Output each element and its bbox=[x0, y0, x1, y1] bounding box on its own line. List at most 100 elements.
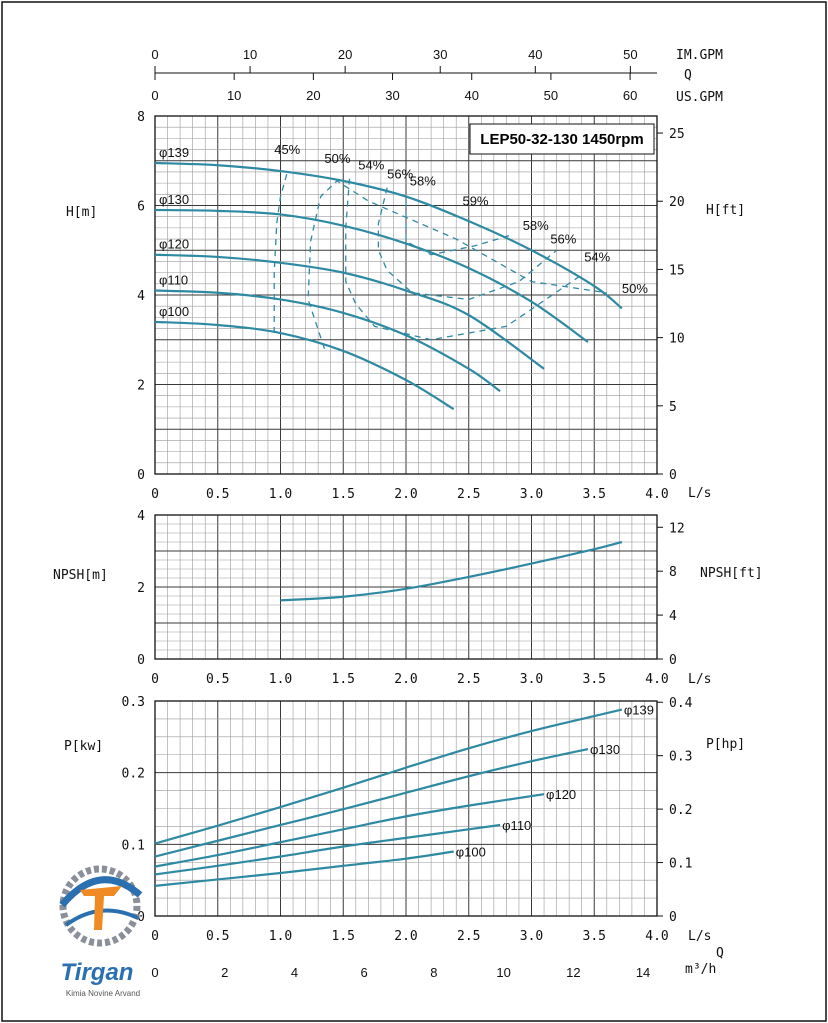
efficiency-curve-54pct bbox=[345, 178, 583, 341]
power-ylabel-right: P[hp] bbox=[706, 737, 745, 752]
head-right-tick-label: 10 bbox=[669, 332, 685, 347]
npsh-x-tick-label: 1.5 bbox=[332, 672, 355, 687]
top-axis-tick-label: 50 bbox=[544, 88, 558, 103]
power-y-tick-label: 0.3 bbox=[122, 695, 145, 710]
power-y-tick-label: 0.2 bbox=[122, 767, 145, 782]
top-axis-tick-label: 0 bbox=[151, 88, 158, 103]
power-series-label: φ139 bbox=[624, 703, 654, 718]
head-series-label: φ120 bbox=[159, 237, 189, 252]
head-ylabel-right: H[ft] bbox=[706, 203, 745, 218]
npsh-y-tick-label: 2 bbox=[137, 581, 145, 596]
npsh-curve-npsh bbox=[280, 540, 623, 602]
power-series-label: φ130 bbox=[590, 742, 620, 757]
head-curve-d100 bbox=[154, 320, 455, 411]
efficiency-label: 45% bbox=[274, 142, 300, 157]
head-curve-d139 bbox=[154, 161, 623, 310]
npsh-x-tick-label: 1.0 bbox=[269, 672, 292, 687]
head-curve-d120 bbox=[154, 253, 545, 370]
head-x-tick-label: 3.5 bbox=[583, 487, 606, 502]
power-curve-d100 bbox=[154, 850, 454, 887]
head-y-tick-label: 6 bbox=[137, 200, 145, 215]
top-axis-tick-label: 20 bbox=[306, 88, 320, 103]
head-series-label: φ130 bbox=[159, 192, 189, 207]
top-axis-tick-label: 40 bbox=[528, 47, 542, 62]
efficiency-label: 59% bbox=[462, 194, 488, 209]
head-right-tick-label: 25 bbox=[669, 127, 685, 142]
m3h-tick-label: 10 bbox=[496, 965, 510, 980]
logo-tagline: Kimia Novine Arvand bbox=[66, 989, 140, 998]
power-series-label: φ110 bbox=[502, 818, 531, 833]
logo-gear-icon bbox=[59, 865, 141, 947]
head-y-tick-label: 2 bbox=[137, 379, 145, 394]
head-x-tick-label: 2.5 bbox=[457, 487, 480, 502]
npsh-plot-frame bbox=[154, 514, 658, 660]
top-axis-tick-label: 10 bbox=[243, 47, 257, 62]
power-x-tick-label: 2.5 bbox=[457, 929, 480, 944]
head-right-tick-label: 20 bbox=[669, 195, 685, 210]
head-series-label: φ100 bbox=[159, 304, 189, 319]
head-series-label: φ139 bbox=[159, 145, 189, 160]
head-x-tick-label: 1.0 bbox=[269, 487, 292, 502]
head-curve-d130 bbox=[154, 208, 589, 343]
power-x-tick-label: 1.5 bbox=[332, 929, 355, 944]
head-x-tick-label: 3.0 bbox=[520, 487, 543, 502]
power-x-tick-label: 2.0 bbox=[394, 929, 417, 944]
top-axis-tick-label: 40 bbox=[464, 88, 478, 103]
top-axis-label-usgpm: US.GPM bbox=[676, 90, 723, 105]
title-box-text: LEP50-32-130 1450rpm bbox=[480, 131, 643, 148]
top-axis-label-q: Q bbox=[684, 68, 692, 83]
m3h-tick-label: 8 bbox=[430, 965, 437, 980]
npsh-right-tick-label: 4 bbox=[669, 609, 677, 624]
top-axis-tick-label: 50 bbox=[623, 47, 637, 62]
efficiency-label: 56% bbox=[550, 232, 576, 247]
power-plot-frame bbox=[154, 700, 658, 917]
head-plot-frame bbox=[154, 115, 658, 475]
head-right-tick-label: 15 bbox=[669, 263, 685, 278]
power-curve-d130 bbox=[154, 747, 589, 858]
power-ylabel-left: P[kw] bbox=[64, 739, 103, 754]
top-axis-label-imgpm: IM.GPM bbox=[676, 48, 723, 63]
head-curve-d110 bbox=[154, 289, 501, 393]
head-x-tick-label: 0.5 bbox=[206, 487, 229, 502]
power-right-tick-label: 0.1 bbox=[669, 857, 692, 872]
efficiency-label: 54% bbox=[358, 158, 384, 173]
head-x-tick-label: 0 bbox=[151, 487, 159, 502]
power-right-tick-label: 0 bbox=[669, 910, 677, 925]
top-axis-tick-label: 20 bbox=[338, 47, 352, 62]
power-curve-d120 bbox=[154, 793, 545, 868]
m3h-tick-label: 6 bbox=[361, 965, 368, 980]
power-x-tick-label: 4.0 bbox=[645, 929, 668, 944]
top-axis-tick-label: 30 bbox=[433, 47, 447, 62]
head-series-label: φ110 bbox=[159, 273, 188, 288]
npsh-x-tick-label: 2.0 bbox=[394, 672, 417, 687]
power-xlabel: L/s bbox=[688, 929, 711, 944]
head-right-tick-label: 5 bbox=[669, 400, 677, 415]
efficiency-curve-50pct bbox=[307, 180, 607, 349]
power-curve-d110 bbox=[154, 823, 501, 876]
m3h-tick-label: 0 bbox=[151, 965, 158, 980]
top-axis-tick-label: 30 bbox=[385, 88, 399, 103]
power-right-tick-label: 0.3 bbox=[669, 750, 692, 765]
title-box bbox=[469, 123, 655, 155]
efficiency-curve-58pct bbox=[405, 201, 513, 256]
npsh-ylabel-left: NPSH[m] bbox=[53, 568, 108, 583]
npsh-x-tick-label: 2.5 bbox=[457, 672, 480, 687]
power-right-tick-label: 0.4 bbox=[669, 696, 693, 711]
head-y-tick-label: 0 bbox=[137, 468, 145, 483]
npsh-right-tick-label: 0 bbox=[669, 653, 677, 668]
npsh-y-tick-label: 4 bbox=[137, 509, 145, 524]
efficiency-curve-56pct bbox=[377, 187, 558, 301]
npsh-y-tick-label: 0 bbox=[137, 653, 145, 668]
efficiency-label: 50% bbox=[324, 151, 350, 166]
power-y-tick-label: 0 bbox=[137, 910, 145, 925]
npsh-x-tick-label: 3.0 bbox=[520, 672, 543, 687]
power-x-tick-label: 3.5 bbox=[583, 929, 606, 944]
top-axis-tick-label: 60 bbox=[623, 88, 637, 103]
power-x-tick-label: 1.0 bbox=[269, 929, 292, 944]
logo-t-mark-icon bbox=[80, 886, 122, 930]
q-axis-label: Q bbox=[716, 946, 724, 961]
npsh-right-tick-label: 12 bbox=[669, 521, 685, 536]
power-x-tick-label: 0 bbox=[151, 929, 159, 944]
top-axis-tick-label: 0 bbox=[151, 47, 158, 62]
